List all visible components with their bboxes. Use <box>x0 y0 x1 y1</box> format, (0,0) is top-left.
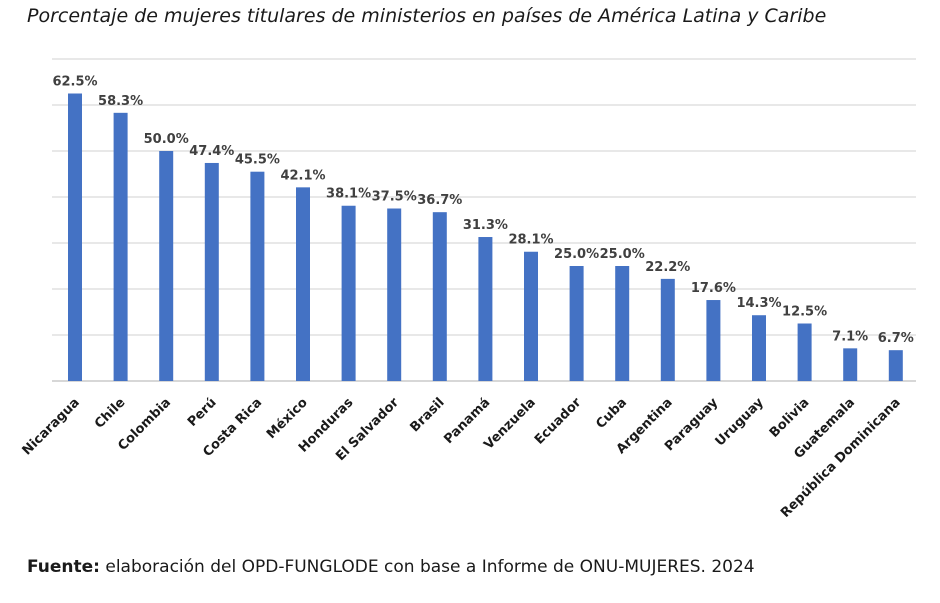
x-tick-label: Nicaragua <box>20 395 83 458</box>
source-label: Fuente: <box>27 557 100 577</box>
x-tick-label: México <box>264 395 311 442</box>
data-label: 6.7% <box>878 331 914 346</box>
bar <box>68 93 82 381</box>
bar <box>478 237 493 381</box>
bar <box>797 323 812 381</box>
bar <box>296 187 310 381</box>
bar <box>752 315 766 381</box>
bar <box>387 208 402 381</box>
source-note: Fuente: elaboración del OPD-FUNGLODE con… <box>27 557 755 577</box>
data-label: 50.0% <box>144 132 189 147</box>
data-label: 12.5% <box>782 305 827 320</box>
data-label: 22.2% <box>645 260 690 275</box>
data-label: 17.6% <box>691 281 736 296</box>
data-label: 25.0% <box>600 247 645 262</box>
x-tick-label: Perú <box>185 395 220 430</box>
data-label: 25.0% <box>554 247 599 262</box>
data-label: 7.1% <box>832 329 868 344</box>
bar <box>569 266 584 381</box>
x-tick-label: Brasil <box>408 395 448 435</box>
bar <box>524 251 538 381</box>
x-tick-label: Bolivia <box>767 395 813 441</box>
data-label: 38.1% <box>326 187 371 202</box>
source-text: elaboración del OPD-FUNGLODE con base a … <box>99 557 755 577</box>
data-label: 45.5% <box>235 153 280 168</box>
data-label: 58.3% <box>98 94 143 109</box>
bar <box>204 162 219 381</box>
bar <box>660 278 675 381</box>
data-label: 36.7% <box>417 193 462 208</box>
data-label: 14.3% <box>736 296 781 311</box>
x-tick-label: Uruguay <box>713 395 768 450</box>
bar <box>113 112 128 381</box>
data-label: 28.1% <box>508 233 553 248</box>
data-label: 31.3% <box>463 218 508 233</box>
data-label: 37.5% <box>372 190 417 205</box>
bar <box>341 205 356 381</box>
data-label: 42.1% <box>280 168 325 183</box>
x-tick-label: Cuba <box>593 395 630 432</box>
data-labels: 62.5%58.3% 50.0%47.4%45.5%42.1%38.1% 37.5%… <box>52 75 913 347</box>
bar <box>706 300 721 381</box>
bar <box>159 151 174 381</box>
bar <box>432 212 447 381</box>
bar <box>250 171 265 381</box>
bar <box>615 266 630 381</box>
bar <box>888 350 903 381</box>
bars <box>68 93 903 381</box>
x-tick-label: Chile <box>92 395 129 432</box>
bar <box>843 348 858 381</box>
data-label: 47.4% <box>189 144 234 159</box>
data-label: 62.5% <box>52 75 97 90</box>
chart-title: Porcentaje de mujeres titulares de minis… <box>27 5 827 27</box>
x-tick-label: Ecuador <box>532 395 585 448</box>
